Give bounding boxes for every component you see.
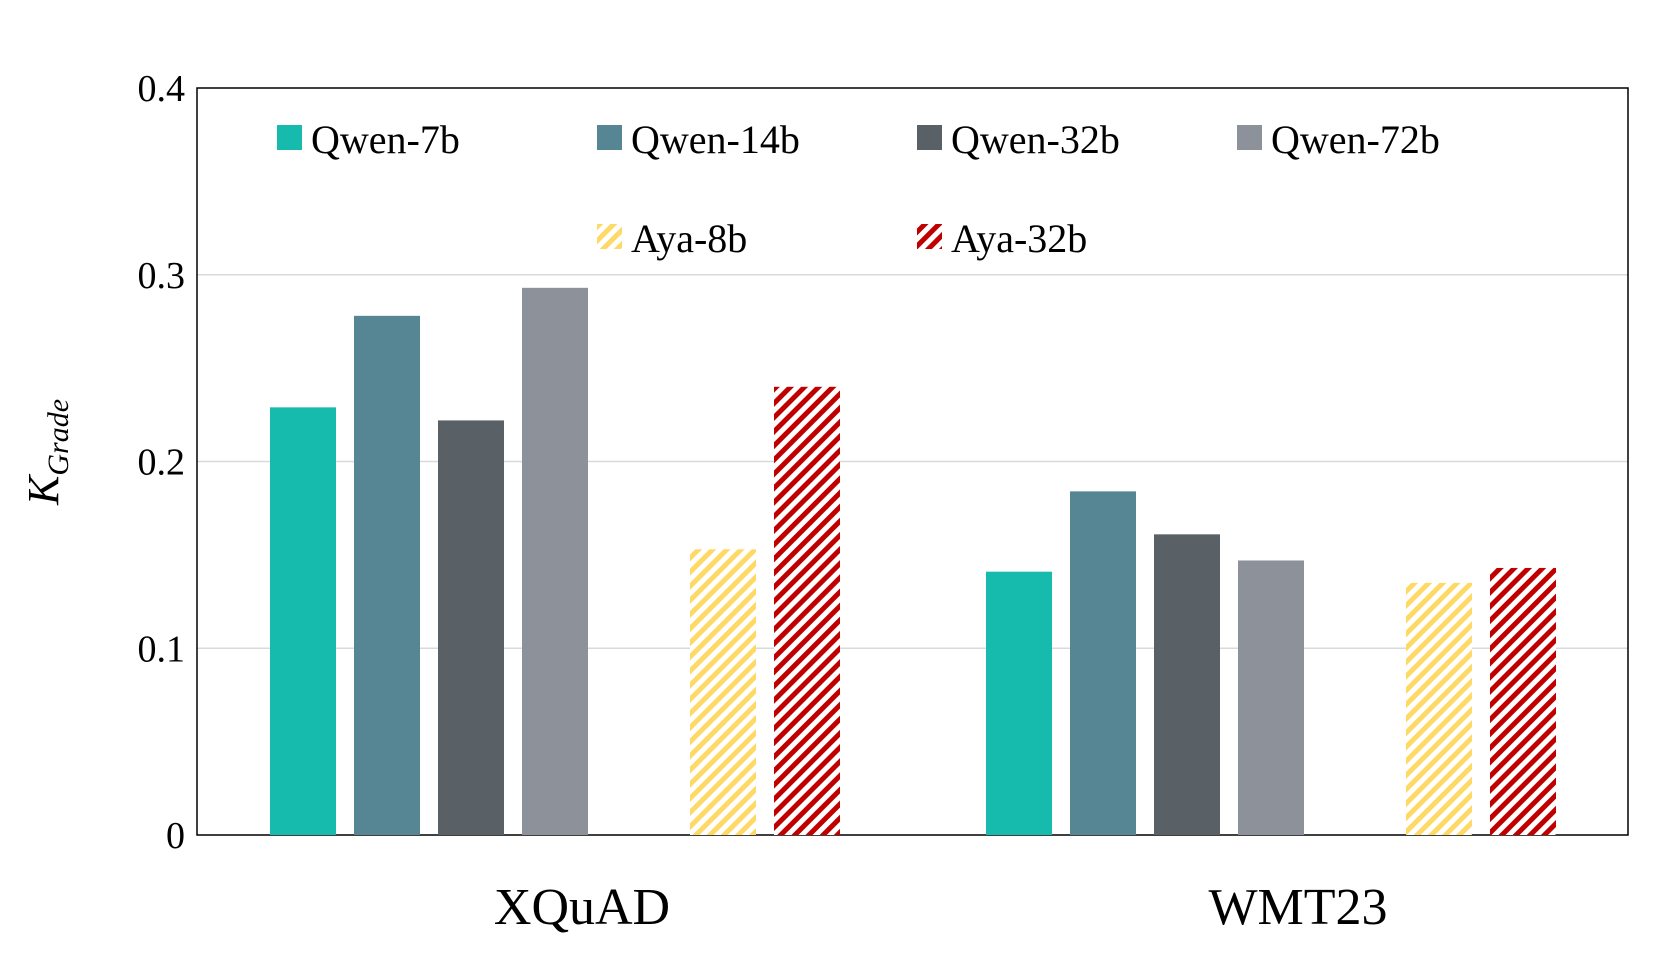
bar-xquad-qwen-14b (354, 315, 420, 836)
bar-xquad-aya-8b (690, 549, 756, 835)
legend: Qwen-7b Qwen-14b Qwen-32b Qwen-72b Aya-8b Aya… (277, 117, 1440, 261)
plot-area-border (196, 87, 1629, 836)
legend-label-qwen-72b: Qwen-72b (1271, 117, 1440, 162)
legend-label-qwen-14b: Qwen-14b (631, 117, 800, 162)
bar-wmt23-qwen-72b (1238, 560, 1304, 835)
legend-label-qwen-7b: Qwen-7b (311, 117, 460, 162)
legend-label-aya-32b: Aya-32b (951, 216, 1087, 261)
y-axis-ticks: 0 0.1 0.2 0.3 0.4 (138, 68, 186, 857)
bar-wmt23-aya-32b (1490, 567, 1556, 835)
x-axis-categories: XQuAD WMT23 (494, 879, 1388, 936)
bar-wmt23-qwen-32b (1154, 534, 1220, 835)
legend-swatch-aya-8b (597, 224, 622, 249)
x-category-label: XQuAD (494, 879, 670, 936)
legend-swatch-qwen-7b (277, 125, 302, 150)
bar-xquad-qwen-32b (438, 420, 504, 835)
legend-swatch-aya-32b (917, 224, 942, 249)
x-category-label: WMT23 (1208, 879, 1387, 936)
legend-swatch-qwen-32b (917, 125, 942, 150)
y-axis-label: KGrade (19, 399, 75, 506)
y-tick-label: 0.1 (138, 628, 186, 670)
legend-swatch-qwen-14b (597, 125, 622, 150)
y-tick-label: 0.4 (138, 68, 186, 110)
bar-xquad-qwen-72b (522, 287, 588, 835)
legend-label-qwen-32b: Qwen-32b (951, 117, 1120, 162)
legend-swatch-qwen-72b (1237, 125, 1262, 150)
gridlines (197, 274, 1628, 649)
bar-xquad-aya-32b (774, 386, 840, 835)
bar-wmt23-qwen-7b (986, 571, 1052, 835)
y-tick-label: 0 (166, 815, 185, 857)
legend-label-aya-8b: Aya-8b (631, 216, 747, 261)
y-tick-label: 0.3 (138, 255, 186, 297)
bar-wmt23-aya-8b (1406, 582, 1472, 835)
bar-xquad-qwen-7b (270, 407, 336, 835)
bars (270, 287, 1556, 836)
bar-wmt23-qwen-14b (1070, 491, 1136, 835)
y-tick-label: 0.2 (138, 442, 186, 484)
